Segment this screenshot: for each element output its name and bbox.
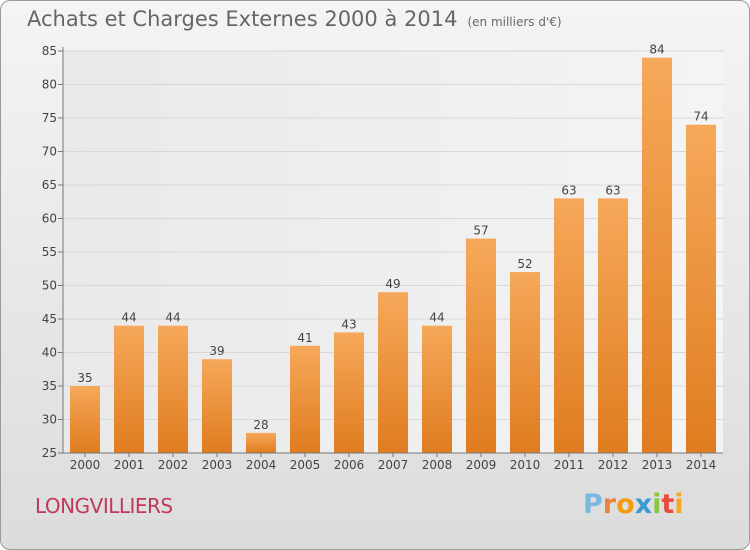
x-tick-label: 2011 — [554, 458, 585, 472]
bar — [598, 198, 628, 453]
x-tick-label: 2002 — [158, 458, 189, 472]
proxiti-logo[interactable]: Proxiti — [583, 489, 684, 520]
y-tick-label: 60 — [42, 212, 57, 226]
y-tick-label: 35 — [42, 379, 57, 393]
data-label: 43 — [341, 317, 356, 331]
bar — [642, 57, 672, 453]
data-label: 57 — [473, 224, 488, 238]
y-tick-label: 45 — [42, 312, 57, 326]
x-tick-label: 2007 — [378, 458, 409, 472]
logo-letter: x — [634, 489, 653, 520]
data-label: 52 — [517, 257, 532, 271]
y-tick-label: 50 — [42, 279, 57, 293]
data-label: 44 — [165, 311, 180, 325]
y-tick-label: 25 — [42, 446, 57, 460]
logo-letter: i — [674, 489, 684, 520]
bars: 35 44 44 39 28 41 43 49 44 57 52 63 63 84 74 — [70, 43, 716, 453]
title-text: Achats et Charges Externes 2000 à 2014 — [27, 7, 458, 31]
bar — [158, 325, 188, 453]
logo-letter: o — [616, 489, 635, 520]
y-tick-label: 55 — [42, 245, 57, 259]
bar — [334, 332, 364, 453]
y-tick-label: 85 — [42, 44, 57, 58]
x-tick-label: 2014 — [686, 458, 717, 472]
data-label: 49 — [385, 277, 400, 291]
data-label: 63 — [605, 183, 620, 197]
x-axis: 2000 2001 2002 2003 2004 2005 2006 2007 2008 2009… — [63, 452, 723, 472]
x-tick-label: 2009 — [466, 458, 497, 472]
data-label: 41 — [297, 331, 312, 345]
data-label: 44 — [121, 311, 136, 325]
bar — [466, 238, 496, 453]
logo-letter: t — [661, 489, 675, 520]
data-label: 44 — [429, 311, 444, 325]
bar — [114, 325, 144, 453]
x-tick-label: 2000 — [70, 458, 101, 472]
x-tick-label: 2005 — [290, 458, 321, 472]
bar — [202, 359, 232, 453]
x-tick-label: 2001 — [114, 458, 145, 472]
bar — [378, 292, 408, 453]
y-tick-label: 30 — [42, 413, 57, 427]
bar — [686, 124, 716, 453]
x-tick-label: 2010 — [510, 458, 541, 472]
y-tick-label: 65 — [42, 178, 57, 192]
x-tick-label: 2004 — [246, 458, 277, 472]
bar — [70, 386, 100, 453]
x-tick-label: 2012 — [598, 458, 629, 472]
chart-title: Achats et Charges Externes 2000 à 2014 (e… — [27, 7, 562, 31]
data-label: 28 — [253, 418, 268, 432]
data-label: 63 — [561, 183, 576, 197]
logo-letter: r — [602, 489, 617, 520]
x-tick-label: 2006 — [334, 458, 365, 472]
data-label: 35 — [77, 371, 92, 385]
x-tick-label: 2008 — [422, 458, 453, 472]
y-tick-label: 40 — [42, 346, 57, 360]
logo-letter: i — [652, 489, 662, 520]
logo-letter: P — [583, 489, 603, 520]
x-tick-label: 2013 — [642, 458, 673, 472]
bar — [510, 272, 540, 453]
y-tick-label: 70 — [42, 145, 57, 159]
data-label: 74 — [693, 110, 708, 124]
chart-subtitle: (en milliers d'€) — [467, 15, 562, 29]
bar — [290, 345, 320, 453]
y-tick-label: 75 — [42, 111, 57, 125]
bar — [554, 198, 584, 453]
bar — [246, 432, 276, 453]
x-tick-label: 2003 — [202, 458, 233, 472]
y-axis: 25 30 35 40 45 50 55 60 65 70 75 80 85 — [42, 44, 64, 460]
data-label: 39 — [209, 344, 224, 358]
bar — [422, 325, 452, 453]
place-name: LONGVILLIERS — [35, 494, 173, 518]
y-tick-label: 80 — [42, 78, 57, 92]
data-label: 84 — [649, 43, 664, 57]
